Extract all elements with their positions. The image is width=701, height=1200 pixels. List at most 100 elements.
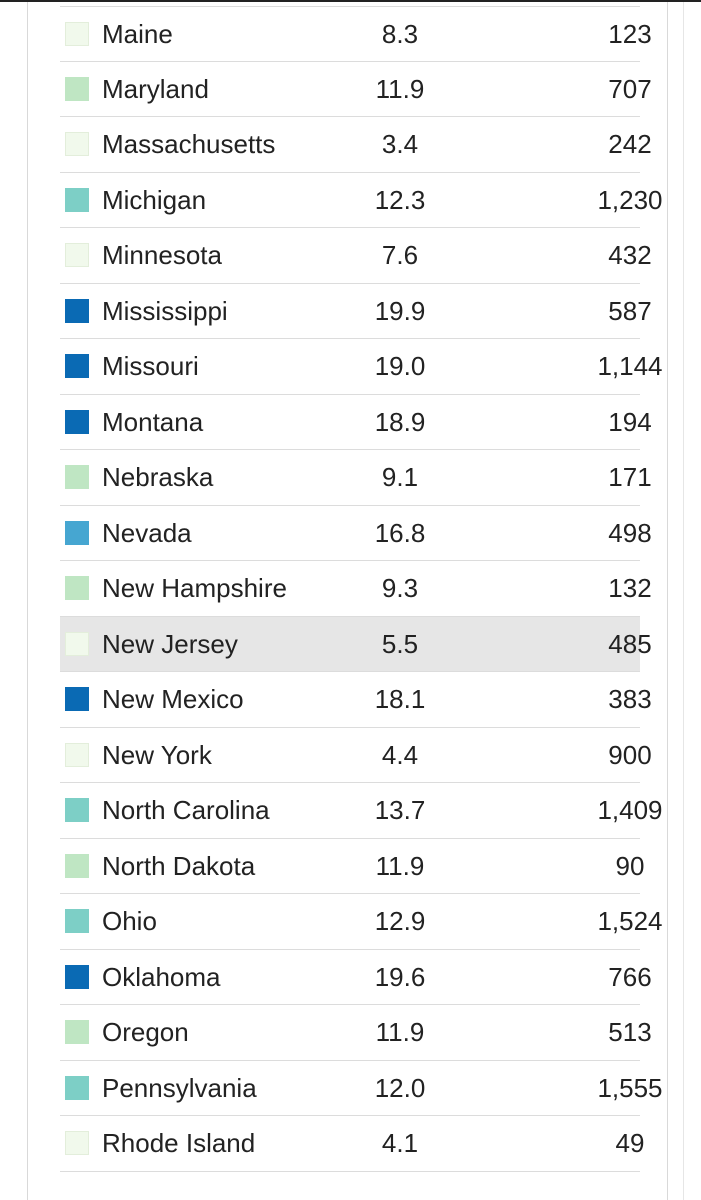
state-name: New York [102,739,212,770]
legend-color-swatch [65,798,89,822]
deaths-value: 900 [608,739,652,770]
rate-value: 12.9 [374,906,426,936]
top-divider [0,0,701,2]
legend-color-swatch [65,909,89,933]
deaths-value: 1,555 [597,1072,663,1103]
legend-color-swatch [65,1020,89,1044]
state-name: North Dakota [102,850,256,881]
legend-color-swatch [65,354,89,378]
deaths-value: 90 [615,850,645,881]
rate-value: 9.1 [381,462,419,492]
legend-color-swatch [65,853,89,878]
right-border [667,2,668,1200]
table-row[interactable]: Nebraska 9.1 171 [60,450,652,506]
legend-color-swatch [65,964,89,989]
state-name: Oklahoma [102,961,221,992]
state-name: Oregon [102,1017,189,1047]
legend-color-swatch [65,631,89,656]
deaths-value: 132 [608,573,652,603]
rate-value: 16.8 [374,517,426,548]
state-name: Missouri [102,351,199,381]
legend-color-swatch [65,687,89,711]
deaths-value: 242 [608,129,652,159]
state-name: Nebraska [102,462,214,492]
state-name: Maine [102,19,173,49]
table-row[interactable]: Montana 18.9 194 [60,394,652,450]
table-row[interactable]: Mississippi 19.9 587 [60,283,652,339]
legend-color-swatch [65,465,89,489]
table-row[interactable]: North Carolina 13.7 1,409 [60,783,663,839]
legend-color-swatch [65,742,89,767]
table-row[interactable]: North Dakota 11.9 90 [60,838,644,894]
rate-value: 5.5 [381,628,419,659]
rate-value: 3.4 [381,129,419,159]
rate-value: 19.0 [374,351,426,381]
state-name: New Jersey [102,628,238,659]
rate-value: 19.6 [374,961,426,992]
state-data-table: Maine 8.3 123 Maryland 11.9 707 Massachusetts 3… [60,6,663,1172]
legend-color-swatch [65,76,89,101]
legend-color-swatch [65,409,89,434]
rate-value: 4.4 [381,739,419,770]
table-row[interactable]: Maine 8.3 123 [60,6,652,62]
deaths-value: 1,144 [597,351,663,381]
rate-value: 18.9 [374,406,426,437]
deaths-value: 432 [608,240,652,270]
table-row[interactable]: Missouri 19.0 1,144 [60,339,663,395]
deaths-value: 1,230 [597,184,663,215]
rate-value: 12.3 [374,184,426,215]
table-row[interactable]: Massachusetts 3.4 242 [60,117,652,173]
legend-color-swatch [65,576,89,600]
left-border [27,2,28,1200]
deaths-value: 123 [608,19,652,49]
state-name: Massachusetts [102,129,276,159]
legend-color-swatch [65,22,89,46]
state-name: Rhode Island [102,1128,256,1158]
table-row[interactable]: Pennsylvania 12.0 1,555 [60,1060,663,1116]
deaths-value: 707 [608,73,652,104]
state-name: Maryland [102,73,209,104]
deaths-value: 1,524 [597,906,663,936]
table-row[interactable]: New Hampshire 9.3 132 [60,561,652,617]
table-row[interactable]: Michigan 12.3 1,230 [60,172,663,228]
rate-value: 18.1 [374,684,426,714]
deaths-value: 485 [608,628,652,659]
legend-color-swatch [65,1075,89,1100]
legend-color-swatch [65,187,89,212]
rate-value: 11.9 [375,1017,425,1047]
rate-value: 4.1 [381,1128,419,1158]
state-name: Pennsylvania [102,1072,257,1103]
deaths-value: 383 [608,684,652,714]
deaths-value: 194 [608,406,652,437]
table-row[interactable]: New York 4.4 900 [60,727,652,783]
rate-value: 19.9 [374,295,426,326]
rate-value: 13.7 [374,795,426,825]
state-name: New Mexico [102,684,244,714]
table-row[interactable]: Oklahoma 19.6 766 [60,949,652,1005]
state-name: Nevada [102,517,192,548]
table-row[interactable]: Maryland 11.9 707 [60,61,652,117]
legend-color-swatch [65,243,89,267]
rate-value: 11.9 [375,73,425,104]
deaths-value: 49 [615,1128,645,1158]
legend-color-swatch [65,298,89,323]
table-row[interactable]: Rhode Island 4.1 49 [60,1116,644,1172]
table-row[interactable]: Minnesota 7.6 432 [60,228,652,284]
table-row[interactable]: Ohio 12.9 1,524 [60,894,663,950]
deaths-value: 498 [608,517,652,548]
rate-value: 12.0 [374,1072,426,1103]
legend-color-swatch [65,520,89,545]
table-row[interactable]: Oregon 11.9 513 [60,1005,652,1061]
state-name: Minnesota [102,240,222,270]
rate-value: 11.9 [375,850,425,881]
table-row[interactable]: Nevada 16.8 498 [60,505,652,561]
deaths-value: 171 [608,462,652,492]
table-row[interactable]: New Mexico 18.1 383 [60,672,652,728]
legend-color-swatch [65,1131,89,1155]
state-name: North Carolina [102,795,270,825]
state-name: New Hampshire [102,573,287,603]
legend-color-swatch [65,132,89,156]
table-row[interactable]: New Jersey 5.5 485 [60,616,652,672]
state-name: Michigan [102,184,207,215]
